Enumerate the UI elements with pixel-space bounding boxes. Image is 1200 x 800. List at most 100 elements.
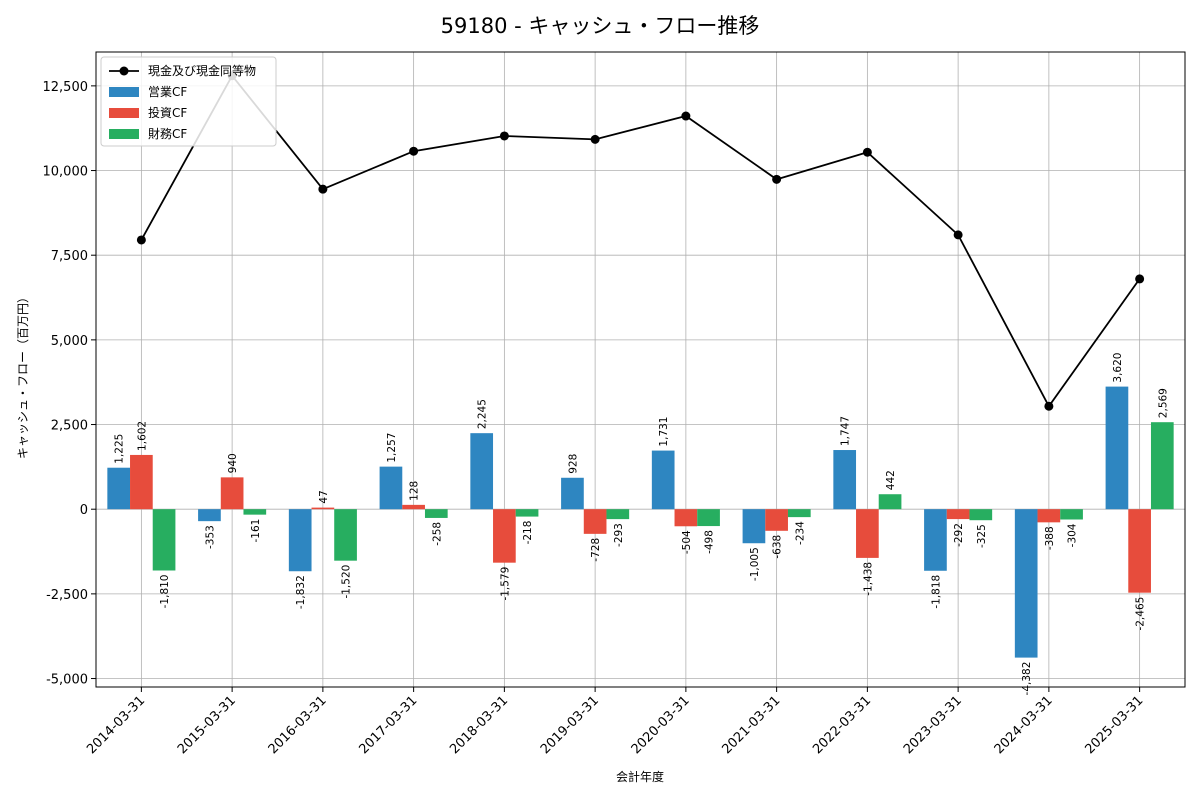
y-tick-label: 0 — [80, 503, 88, 518]
bar-財務CF — [243, 509, 267, 515]
data-label: -1,579 — [499, 567, 511, 601]
bar-営業CF — [651, 450, 675, 510]
data-label: 1,602 — [136, 421, 148, 451]
x-tick-label: 2025-03-31 — [1082, 693, 1146, 757]
legend-swatch — [109, 108, 139, 118]
y-tick-label: 12,500 — [43, 80, 89, 95]
x-tick-label: 2023-03-31 — [901, 693, 965, 757]
x-tick-label: 2021-03-31 — [719, 693, 783, 757]
plot-frame — [95, 51, 1186, 688]
cash-point — [590, 134, 600, 144]
cash-point — [953, 230, 963, 240]
data-label: -728 — [590, 538, 602, 562]
bar-営業CF — [924, 509, 947, 571]
bar-投資CF — [674, 509, 698, 527]
line-layer — [136, 71, 1145, 411]
data-label: -218 — [522, 521, 534, 545]
x-tick-label: 2024-03-31 — [992, 693, 1056, 757]
data-label: -1,520 — [341, 565, 353, 599]
bar-投資CF — [946, 509, 970, 520]
bar-投資CF — [765, 509, 788, 531]
bar-財務CF — [969, 509, 993, 521]
data-label: -2,465 — [1135, 597, 1147, 631]
data-label: 47 — [318, 490, 330, 503]
data-label: -161 — [250, 519, 262, 543]
bar-営業CF — [198, 509, 221, 522]
data-label: 2,245 — [477, 399, 489, 429]
data-label: -4,382 — [1021, 662, 1033, 696]
x-tick-label: 2020-03-31 — [629, 693, 693, 757]
data-label: -293 — [613, 523, 625, 547]
data-label: 1,257 — [386, 433, 398, 463]
bar-営業CF — [1014, 509, 1038, 658]
chart-title: 59180 - キャッシュ・フロー推移 — [441, 14, 760, 38]
bar-投資CF — [493, 509, 516, 563]
bar-財務CF — [1060, 509, 1083, 520]
bar-投資CF — [402, 504, 425, 510]
bar-投資CF — [856, 509, 879, 558]
data-label: 928 — [567, 454, 579, 474]
cash-point — [681, 111, 691, 121]
x-tick-label: 2017-03-31 — [356, 693, 420, 757]
cash-point — [409, 146, 419, 156]
cash-point — [499, 131, 509, 141]
bar-営業CF — [833, 450, 857, 510]
labels-layer: 1,225 -353 -1,832 1,257 2,245 928 1,731 -1,005 1… — [114, 353, 1170, 696]
bar-投資CF — [1128, 509, 1151, 593]
data-label: -234 — [794, 521, 806, 545]
cash-point — [318, 184, 328, 194]
data-label: 442 — [885, 470, 897, 490]
x-tick-label: 2014-03-31 — [84, 693, 148, 757]
x-tick-label: 2019-03-31 — [538, 693, 602, 757]
x-axis-label: 会計年度 — [616, 769, 664, 784]
y-axis-label: キャッシュ・フロー（百万円） — [16, 291, 30, 459]
data-label: -1,005 — [749, 547, 761, 581]
bar-営業CF — [1105, 386, 1129, 510]
data-label: -504 — [681, 530, 693, 554]
data-label: 1,747 — [840, 416, 852, 446]
data-label: 128 — [409, 481, 421, 501]
bar-営業CF — [288, 509, 312, 572]
legend-label: 財務CF — [148, 126, 187, 141]
data-label: -1,438 — [862, 562, 874, 596]
grid-layer — [96, 52, 1185, 687]
y-tick-label: -5,000 — [46, 673, 88, 688]
bar-投資CF — [583, 509, 607, 534]
legend-label: 営業CF — [148, 85, 187, 99]
legend-swatch — [109, 129, 139, 139]
bar-営業CF — [561, 477, 584, 510]
cash-point — [862, 147, 872, 157]
bar-財務CF — [697, 509, 720, 527]
y-tick-label: 10,000 — [43, 165, 89, 180]
data-label: -325 — [976, 524, 988, 548]
y-tick-label: 2,500 — [51, 419, 88, 434]
cash-point — [1044, 401, 1054, 411]
bar-投資CF — [130, 454, 153, 510]
y-tick-label: 5,000 — [51, 334, 88, 349]
bars-layer — [107, 386, 1174, 658]
data-label: 2,569 — [1157, 388, 1169, 418]
legend-label: 現金及び現金同等物 — [148, 63, 256, 78]
data-label: -1,832 — [295, 575, 307, 609]
data-label: -258 — [431, 522, 443, 546]
y-tick-label: -2,500 — [46, 588, 88, 603]
x-tick-label: 2018-03-31 — [447, 693, 511, 757]
data-label: 1,225 — [114, 434, 126, 464]
legend-label: 投資CF — [148, 105, 187, 120]
y-tick-label: 7,500 — [51, 249, 88, 264]
bar-財務CF — [424, 509, 448, 518]
bar-財務CF — [515, 509, 539, 517]
data-label: 1,731 — [658, 417, 670, 447]
bar-財務CF — [878, 494, 902, 510]
legend-line-marker — [119, 66, 129, 76]
bar-営業CF — [107, 467, 131, 510]
bar-財務CF — [787, 509, 811, 518]
data-label: -388 — [1044, 526, 1056, 550]
bar-投資CF — [1037, 509, 1061, 523]
x-tick-label: 2015-03-31 — [175, 693, 239, 757]
bar-営業CF — [379, 466, 403, 510]
axes-layer: -5,000 -2,500 0 2,500 5,000 7,500 10,000 12,500… — [43, 51, 1186, 757]
